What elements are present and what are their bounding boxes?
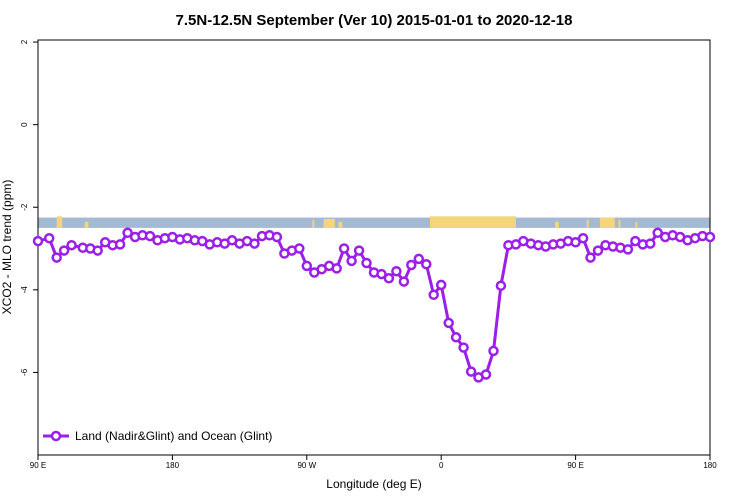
land-segment [555, 221, 559, 228]
land-segment [586, 219, 589, 228]
data-point [450, 332, 462, 343]
land-segment [312, 219, 315, 228]
x-tick-label: 90 E [30, 461, 46, 470]
data-point [577, 232, 589, 244]
data-point [652, 227, 663, 239]
data-point [114, 239, 126, 250]
data-point [346, 255, 357, 267]
data-point [443, 317, 454, 329]
land-segment [338, 221, 343, 228]
plot-area [32, 39, 716, 456]
x-tick-label: 180 [703, 461, 717, 470]
data-point [249, 238, 260, 249]
y-axis-label: XCO2 - MLO trend (ppm) [0, 180, 14, 315]
data-point [488, 345, 499, 357]
land-segment [430, 216, 516, 228]
x-tick-label: 90 E [567, 461, 583, 470]
data-point [294, 243, 305, 254]
data-point [383, 273, 395, 284]
x-axis: 90 E 180 90 W 0 90 E 180 [30, 455, 717, 470]
data-point [421, 258, 432, 270]
chart-title: 7.5N-12.5N September (Ver 10) 2015-01-01… [176, 12, 573, 29]
y-tick-label: 2 [20, 39, 29, 44]
land-segment [84, 221, 89, 228]
data-point [361, 257, 372, 269]
data-point [428, 289, 439, 301]
x-tick-label: 90 W [297, 461, 316, 470]
data-point [331, 263, 342, 274]
data-point [271, 231, 283, 243]
landmask-band [38, 216, 710, 228]
data-point [66, 239, 77, 251]
data-point [435, 279, 447, 291]
y-tick-label: -6 [20, 368, 29, 376]
data-point [92, 245, 103, 256]
data-point [704, 231, 716, 243]
y-tick-label: -2 [20, 203, 29, 211]
legend: Land (Nadir&Glint) and Ocean (Glint) [43, 429, 272, 443]
data-point [338, 243, 350, 254]
series-line [37, 231, 711, 379]
plot-frame [37, 39, 711, 456]
land-segment [323, 218, 335, 228]
data-point [406, 259, 417, 271]
land-segment [56, 216, 63, 228]
data-point [495, 280, 507, 291]
x-tick-label: 0 [439, 461, 444, 470]
data-point [458, 342, 469, 353]
data-point [398, 276, 410, 287]
data-point [480, 369, 492, 380]
legend-marker-swatch [50, 430, 62, 442]
data-point [144, 230, 156, 242]
x-axis-label: Longitude (deg E) [326, 477, 421, 491]
y-axis: 2 0 -2 -4 -6 [20, 39, 38, 376]
x-tick-label: 180 [166, 461, 180, 470]
land-segment [618, 219, 621, 228]
data-point [376, 268, 387, 280]
data-point [58, 245, 70, 256]
data-point [622, 244, 634, 255]
land-segment [635, 221, 638, 228]
data-point [465, 366, 477, 377]
data-point [413, 253, 425, 265]
data-point [301, 260, 313, 272]
ocean-band [38, 217, 710, 228]
land-segment [599, 217, 615, 228]
data-point [645, 238, 656, 249]
data-point [592, 245, 604, 256]
y-tick-label: 0 [20, 122, 29, 127]
data-point [43, 232, 55, 244]
series-layer [32, 227, 716, 383]
data-point [122, 227, 133, 239]
data-point [391, 265, 402, 277]
data-point [32, 235, 44, 247]
data-point [585, 252, 596, 263]
data-point [353, 245, 365, 256]
legend-label: Land (Nadir&Glint) and Ocean (Glint) [75, 429, 272, 443]
y-tick-label: -4 [20, 286, 29, 294]
data-point [51, 252, 62, 263]
data-point [570, 237, 581, 248]
